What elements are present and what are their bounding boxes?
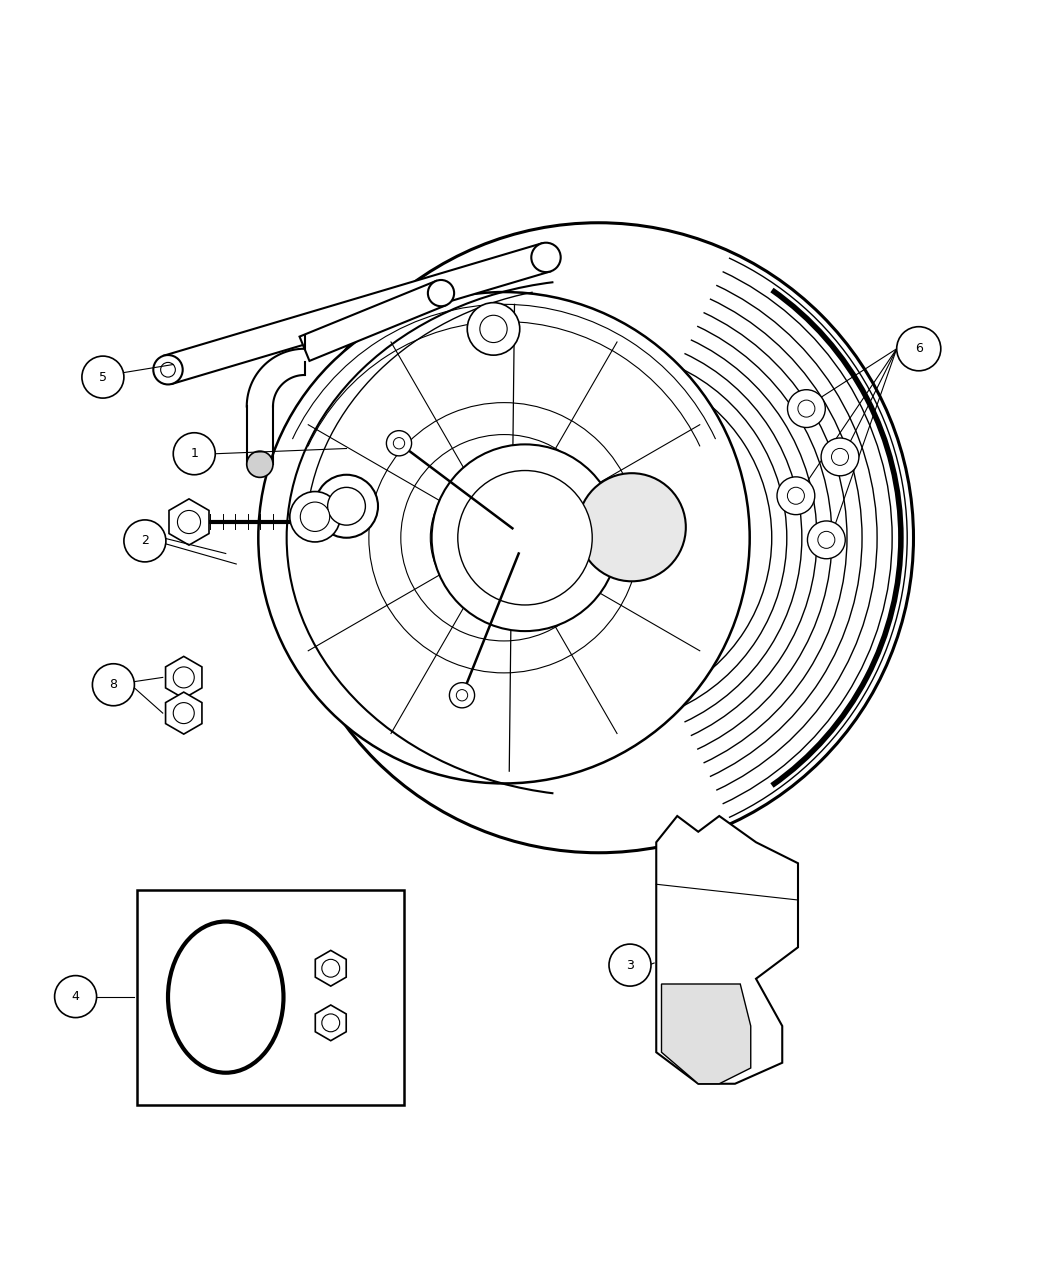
Polygon shape [662, 984, 751, 1084]
Circle shape [609, 944, 651, 986]
Circle shape [161, 362, 175, 377]
Circle shape [480, 315, 507, 343]
Circle shape [315, 474, 378, 538]
Circle shape [458, 470, 592, 604]
Circle shape [798, 400, 815, 417]
Text: 4: 4 [71, 991, 80, 1003]
Circle shape [432, 445, 618, 631]
Circle shape [832, 449, 848, 465]
Circle shape [807, 521, 845, 558]
Text: 2: 2 [141, 534, 149, 547]
Circle shape [290, 492, 340, 542]
Text: 5: 5 [99, 371, 107, 384]
Polygon shape [169, 499, 209, 546]
Circle shape [457, 690, 467, 701]
Text: 1: 1 [190, 448, 198, 460]
Text: 6: 6 [915, 342, 923, 356]
Polygon shape [166, 692, 202, 734]
Circle shape [55, 975, 97, 1017]
Circle shape [788, 487, 804, 504]
Polygon shape [656, 816, 798, 1084]
Circle shape [428, 280, 454, 306]
Circle shape [531, 242, 561, 272]
Circle shape [897, 326, 941, 371]
Circle shape [300, 502, 330, 532]
Circle shape [173, 703, 194, 724]
Ellipse shape [247, 451, 273, 477]
Circle shape [92, 664, 134, 706]
Circle shape [467, 302, 520, 356]
Text: 8: 8 [109, 678, 118, 691]
Polygon shape [164, 244, 550, 384]
Circle shape [321, 959, 340, 977]
Text: 3: 3 [626, 959, 634, 972]
Circle shape [777, 477, 815, 515]
Circle shape [394, 437, 404, 449]
Circle shape [173, 432, 215, 474]
Circle shape [788, 390, 825, 427]
Circle shape [82, 356, 124, 398]
Circle shape [284, 223, 914, 853]
Circle shape [818, 532, 835, 548]
Ellipse shape [168, 922, 284, 1072]
Circle shape [321, 1014, 340, 1031]
Circle shape [578, 473, 686, 581]
Bar [136, 890, 404, 1104]
Circle shape [153, 354, 183, 385]
Circle shape [124, 520, 166, 562]
Circle shape [328, 487, 365, 525]
Polygon shape [166, 657, 202, 699]
Circle shape [821, 439, 859, 476]
Circle shape [177, 510, 201, 533]
Polygon shape [299, 280, 446, 361]
Circle shape [386, 431, 412, 456]
Circle shape [449, 682, 475, 708]
Polygon shape [315, 1005, 346, 1040]
Circle shape [258, 292, 750, 783]
Polygon shape [315, 950, 346, 986]
Circle shape [173, 667, 194, 689]
